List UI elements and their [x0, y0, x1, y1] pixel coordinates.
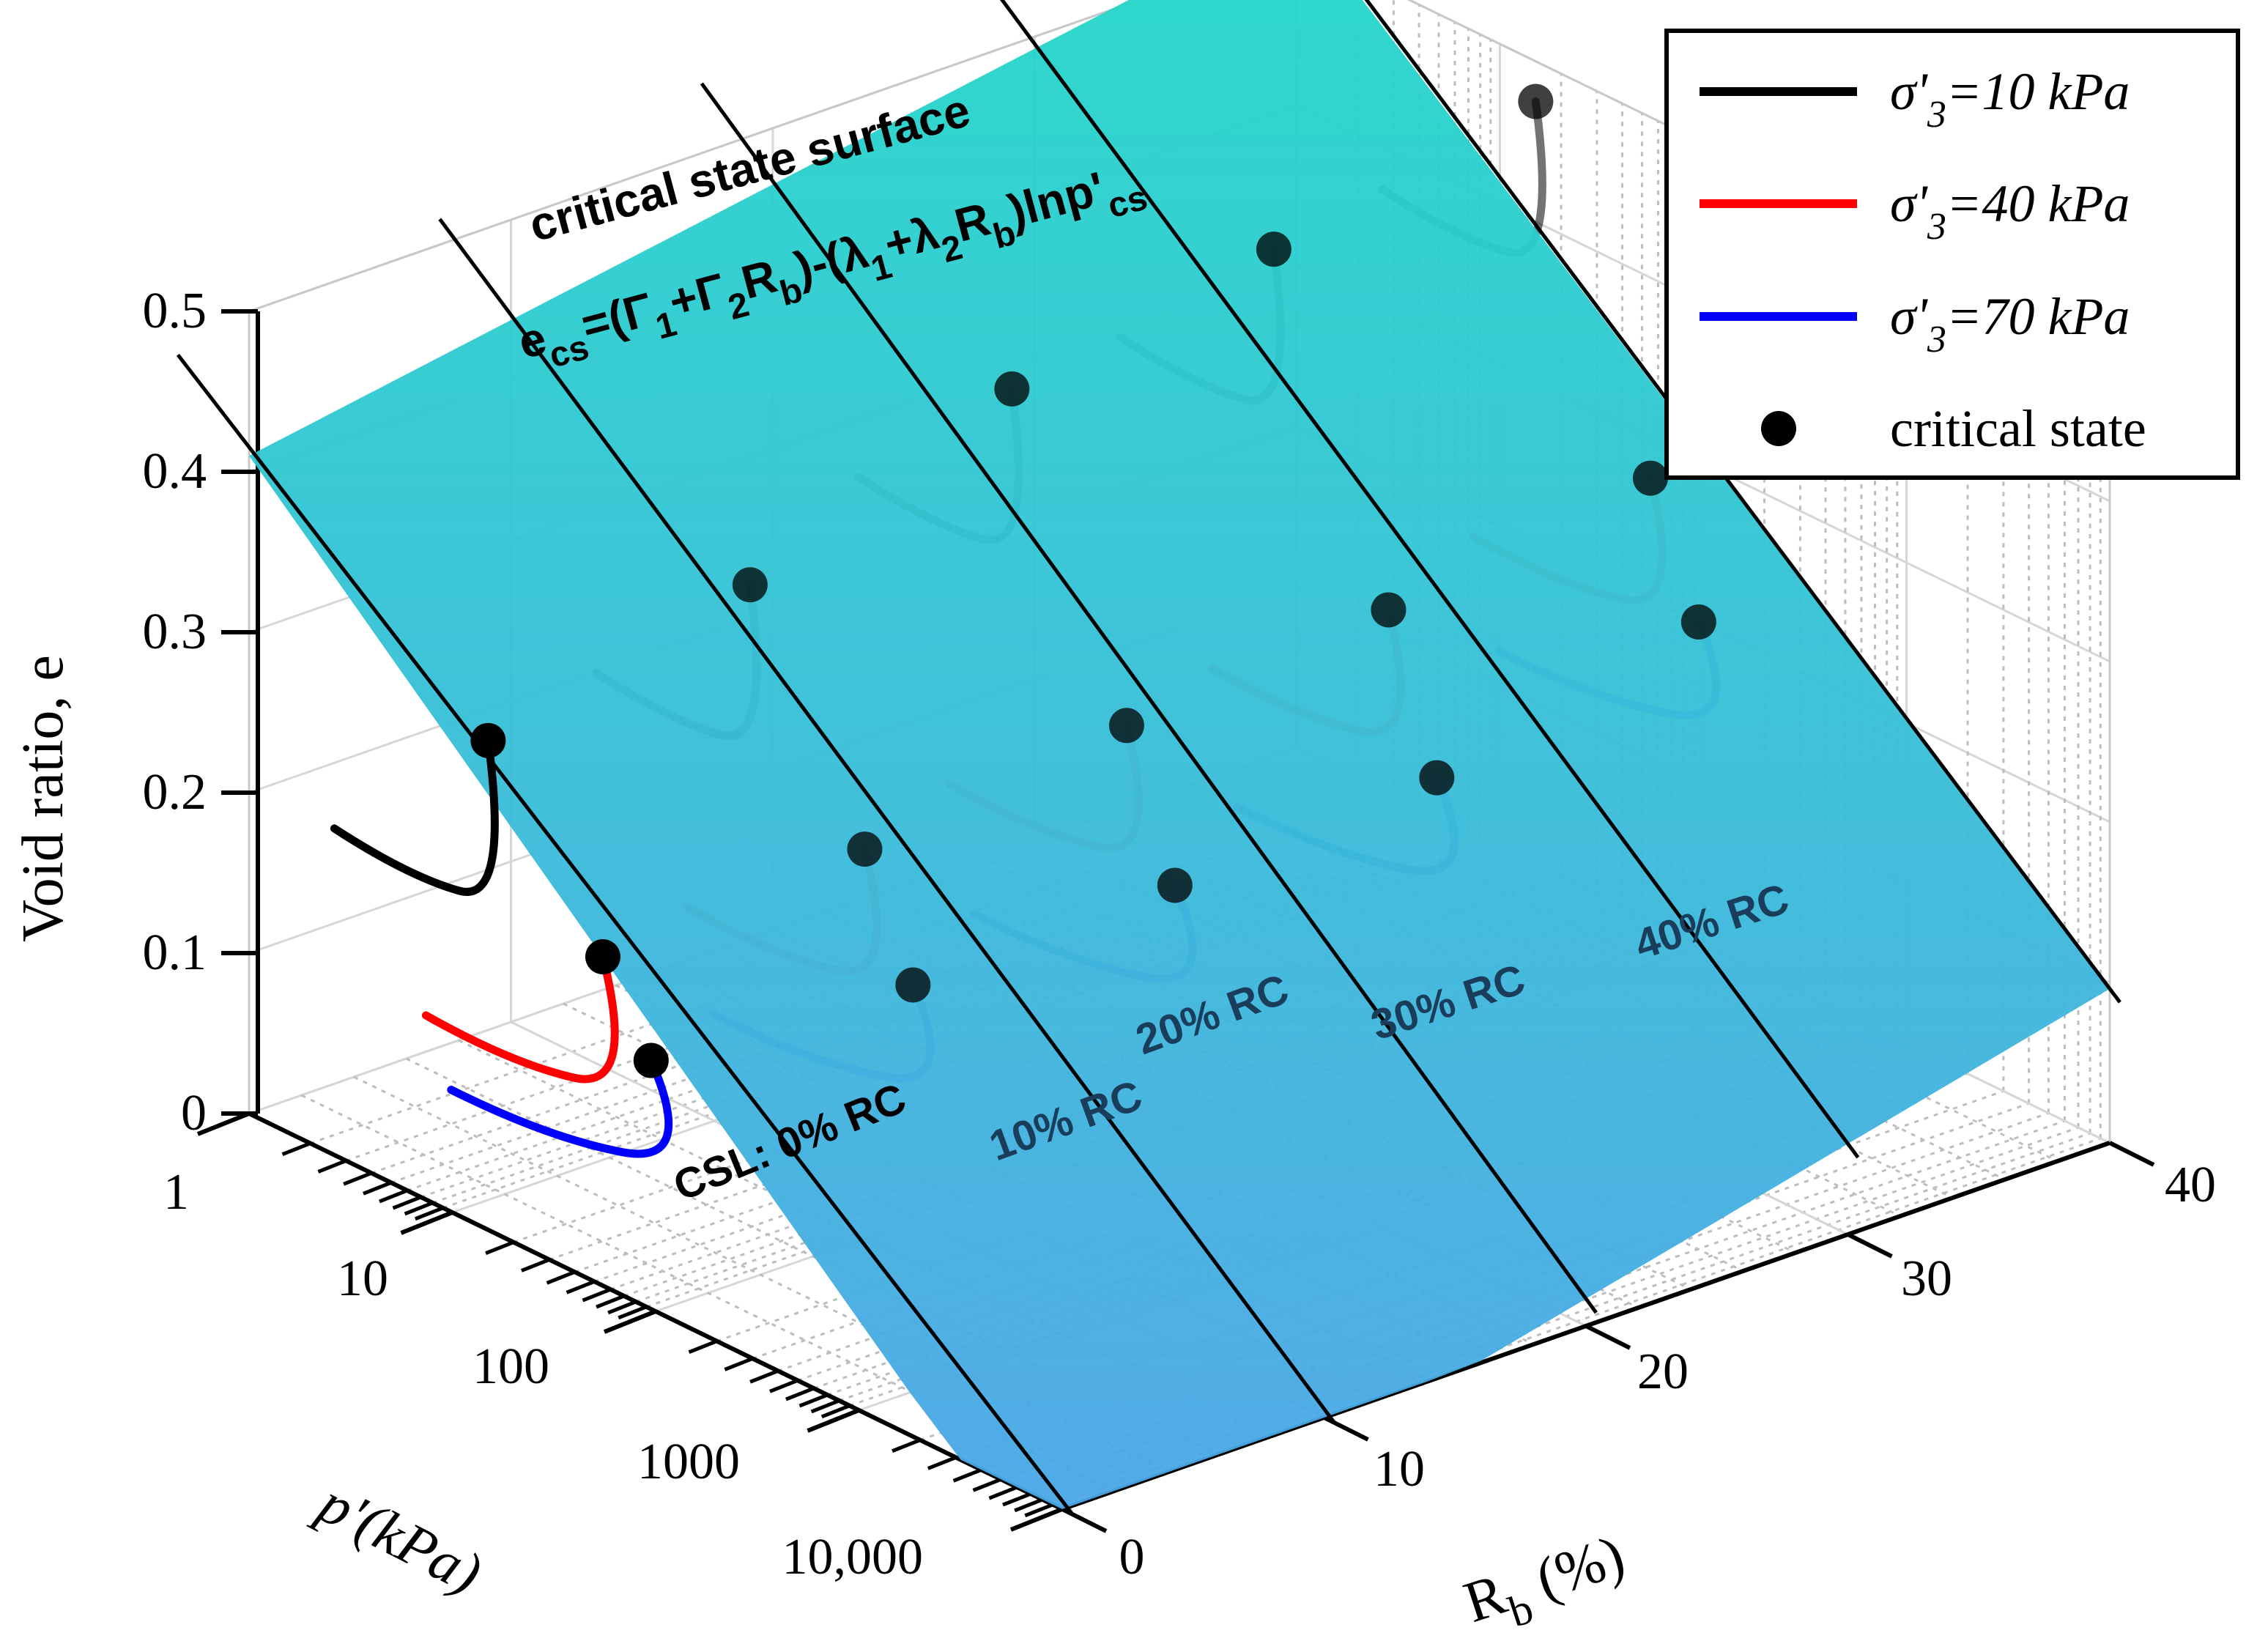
- p-axis-tick-label: 10: [337, 1251, 388, 1307]
- p-axis-label: p'(kPa): [305, 1469, 492, 1606]
- rb-axis-tick-label: 0: [1119, 1529, 1145, 1585]
- e-axis-tick-label: 0.1: [143, 925, 207, 981]
- rb-axis-tick-label: 40: [2165, 1157, 2216, 1213]
- legend-box: [1664, 29, 2240, 480]
- p-axis-minor-tick: [317, 1159, 347, 1174]
- csl-line: [700, 82, 1598, 1314]
- p-axis-minor-tick: [404, 1201, 434, 1216]
- p-axis-minor-tick: [392, 1195, 422, 1210]
- e-axis-tick-label: 0.2: [143, 764, 207, 821]
- critical-state-point: [1419, 760, 1455, 796]
- rb-axis-tick-label: 20: [1637, 1344, 1689, 1400]
- grid-line-floor-minor-rb: [353, 1075, 1168, 1474]
- critical-state-point: [585, 938, 620, 974]
- p-axis-minor-tick: [607, 1300, 637, 1315]
- e-axis-tick-label: 0.5: [143, 283, 207, 339]
- p-axis-minor-tick: [582, 1287, 612, 1303]
- critical-state-point: [633, 1042, 669, 1078]
- p-axis-minor-tick: [618, 1305, 648, 1320]
- critical-state-point: [1680, 604, 1716, 640]
- csl-line: [438, 218, 1336, 1424]
- p-axis-tick: [196, 1111, 251, 1136]
- critical-state-point: [1157, 867, 1193, 903]
- e-axis-tick-label: 0.3: [143, 604, 207, 660]
- critical-state-point: [470, 722, 506, 758]
- critical-state-point: [1632, 460, 1668, 496]
- p-axis-minor-tick: [520, 1258, 550, 1273]
- critical-state-point: [1371, 592, 1407, 628]
- p-axis-minor-tick: [810, 1399, 840, 1414]
- p-axis-minor-tick: [972, 1478, 1002, 1492]
- p-axis-minor-tick: [363, 1181, 392, 1196]
- p-axis-minor-tick: [927, 1456, 957, 1470]
- p-axis-tick-label: 100: [472, 1338, 549, 1395]
- p-axis-minor-tick: [988, 1485, 1018, 1500]
- p-axis-minor-tick: [820, 1404, 850, 1419]
- p-axis-minor-tick: [414, 1206, 444, 1221]
- p-axis-tick: [807, 1408, 860, 1433]
- stress-path: [330, 736, 499, 896]
- rb-axis-tick-label: 30: [1901, 1251, 1952, 1307]
- p-axis-tick: [603, 1309, 657, 1334]
- rb-axis-label: Rb (%): [1456, 1523, 1636, 1648]
- rb-axis-tick-label: 10: [1374, 1441, 1425, 1497]
- p-axis-minor-tick: [485, 1240, 514, 1255]
- e-axis-tick-label: 0.4: [143, 443, 207, 500]
- p-axis-minor-tick: [281, 1141, 311, 1156]
- p-axis-minor-tick: [546, 1270, 576, 1285]
- p-axis-minor-tick: [1002, 1492, 1031, 1507]
- p-axis-minor-tick: [769, 1379, 798, 1393]
- p-axis-tick-label: 1000: [637, 1434, 740, 1490]
- stress-path: [421, 952, 619, 1084]
- p-axis-minor-tick: [343, 1171, 372, 1186]
- rb-axis-tick: [2108, 1141, 2155, 1167]
- p-axis-minor-tick: [785, 1386, 815, 1401]
- p-axis-tick: [400, 1210, 453, 1235]
- rb-axis-tick: [1847, 1232, 1893, 1259]
- rb-axis-tick: [1323, 1415, 1369, 1442]
- p-axis-minor-tick: [566, 1280, 596, 1294]
- critical-state-point: [847, 831, 883, 867]
- grid-line-floor-minor-rb: [405, 1057, 1220, 1456]
- p-axis-minor-tick: [1014, 1497, 1044, 1513]
- critical-state-point: [1256, 231, 1291, 267]
- p-axis-minor-tick: [724, 1357, 754, 1371]
- critical-state-point: [994, 371, 1030, 407]
- critical-state-point: [895, 967, 931, 1003]
- p-axis-minor-tick: [798, 1393, 829, 1408]
- legend-swatch-marker: [1761, 411, 1796, 446]
- p-axis-minor-tick: [379, 1188, 408, 1204]
- p-axis-minor-tick: [892, 1438, 921, 1453]
- p-axis-minor-tick: [1024, 1503, 1054, 1518]
- rb-axis-tick: [1585, 1324, 1631, 1350]
- legend-label: σ'3=40 kPa: [1890, 174, 2130, 248]
- p-axis-minor-tick: [952, 1467, 982, 1483]
- grid-line-floor-minor-rb: [300, 1094, 1116, 1492]
- critical-state-surface: [249, 0, 2110, 1509]
- p-axis-tick-label: 10,000: [782, 1529, 924, 1585]
- p-axis-tick-label: 1: [163, 1164, 189, 1221]
- stress-path: [447, 1056, 673, 1158]
- p-axis-tick: [1009, 1507, 1064, 1532]
- legend-label: σ'3=10 kPa: [1890, 62, 2130, 136]
- e-axis-label: Void ratio, e: [11, 655, 75, 942]
- critical-state-point: [732, 567, 768, 603]
- p-axis-minor-tick: [749, 1368, 779, 1384]
- p-axis-minor-tick: [688, 1339, 718, 1354]
- legend-label: σ'3=70 kPa: [1890, 287, 2130, 360]
- csl-line: [176, 353, 1074, 1516]
- critical-state-point: [1108, 708, 1144, 744]
- legend-label: critical state: [1890, 399, 2146, 458]
- critical-state-point: [1518, 84, 1554, 119]
- csl-line: [999, 0, 1860, 1159]
- p-axis-minor-tick: [596, 1294, 625, 1309]
